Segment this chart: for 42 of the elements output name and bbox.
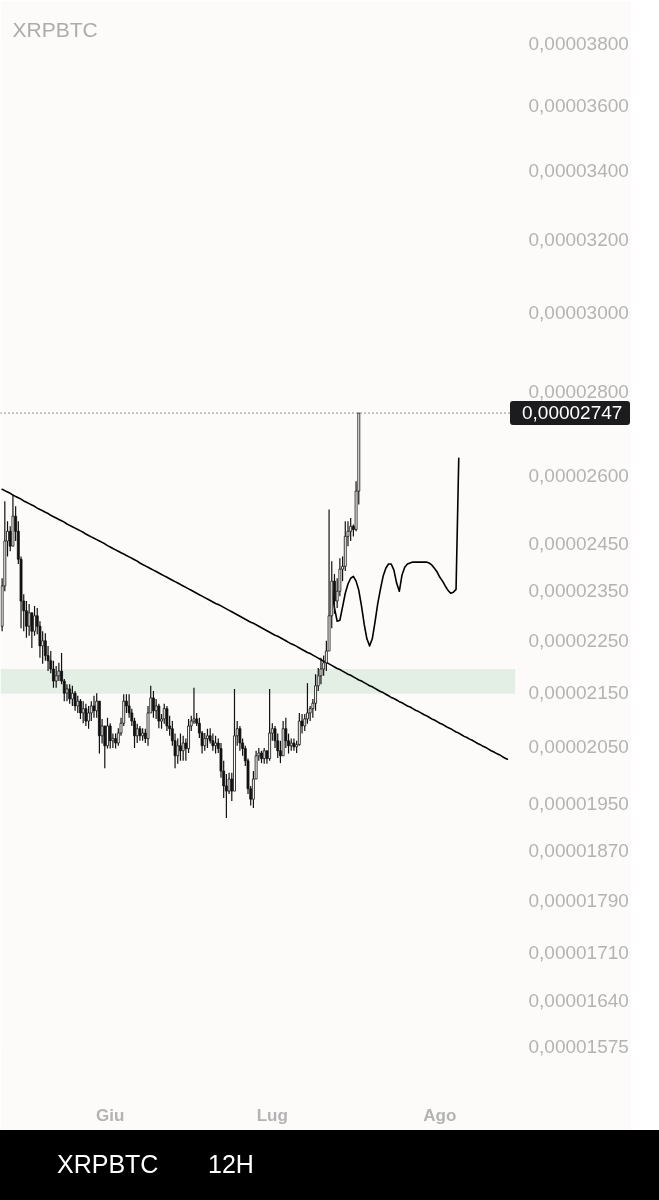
y-tick-label: 0,00003800 [528, 33, 629, 54]
chart-title: XRPBTC [12, 17, 98, 41]
y-tick-label: 0,00001790 [528, 890, 629, 912]
x-tick-label: Giu [96, 1105, 125, 1125]
text: XRPBTC [57, 1149, 159, 1181]
candlestick [157, 703, 161, 729]
y-tick-label: 0,00002800 [528, 380, 629, 402]
candlestick [152, 690, 155, 719]
candlestick [260, 750, 263, 764]
y-tick-label: 0,00003200 [528, 228, 629, 250]
y-tick-label: 0,00002050 [528, 735, 629, 757]
candlestick [238, 725, 242, 752]
candlestick [54, 665, 58, 689]
y-tick-label: 0,00002600 [528, 465, 629, 487]
y-tick-label: 0,00001950 [528, 792, 629, 814]
candlestick [92, 695, 96, 719]
candlestick [65, 683, 69, 702]
line-series [1, 488, 509, 760]
candlestick [84, 703, 88, 727]
y-tick-label: 0,00002250 [528, 629, 629, 651]
y-tick-label: 0,00002450 [528, 532, 629, 554]
y-tick-label: 0,00003000 [528, 302, 629, 324]
candlestick [165, 705, 169, 732]
y-tick-label: 0,00001575 [528, 1036, 629, 1057]
ref-line-label: 0,00002747 [510, 400, 631, 425]
y-tick-label: 0,00002150 [528, 681, 629, 703]
y-tick-label: 0,00001640 [528, 989, 629, 1011]
candlestick [79, 698, 82, 720]
candlestick [87, 705, 90, 730]
candlestick [108, 722, 112, 750]
candlestick [333, 573, 336, 615]
candlestick [33, 605, 36, 637]
x-tick-label: Lug [256, 1105, 288, 1125]
candlestick [106, 717, 109, 750]
y-tick-label: 0,00002350 [528, 580, 629, 602]
x-tick-label: Ago [423, 1105, 457, 1125]
line-series [330, 457, 460, 647]
y-tick-label: 0,00003600 [528, 94, 629, 116]
y-tick-label: 0,00003400 [528, 159, 629, 181]
y-tick-label: 0,00001870 [528, 840, 629, 862]
y-tick-label: 0,00001710 [528, 942, 629, 964]
text: 12H [208, 1149, 254, 1181]
